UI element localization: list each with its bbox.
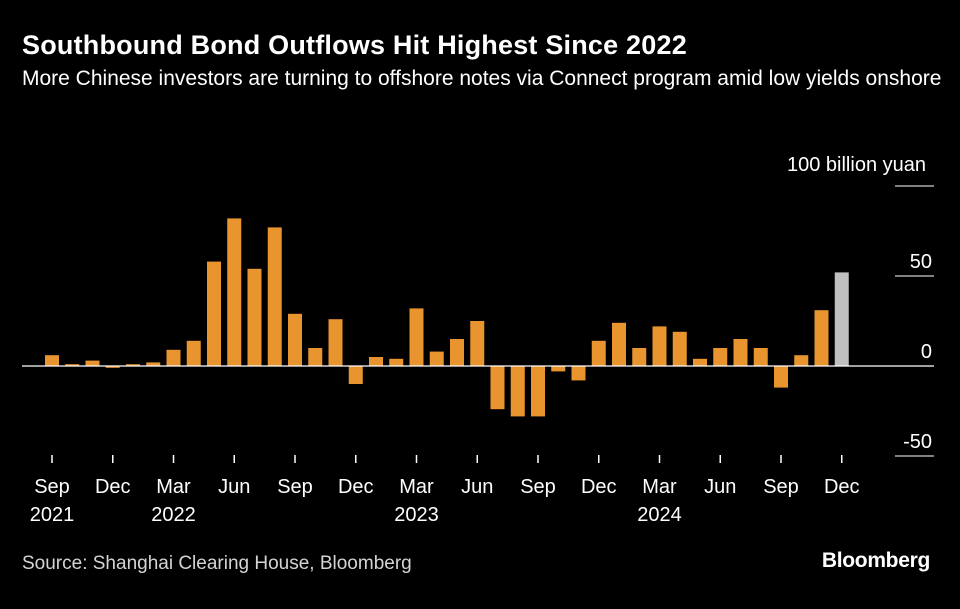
y-axis-unit-label: 100 billion yuan (787, 154, 926, 176)
bar (409, 308, 424, 366)
x-tick-label: Mar (642, 476, 677, 498)
bar (814, 310, 829, 366)
bar (753, 348, 768, 366)
x-tick-label: Dec (95, 476, 131, 498)
bar (713, 348, 728, 366)
bar (693, 358, 707, 366)
x-tick-label: Dec (581, 476, 617, 498)
chart-title: Southbound Bond Outflows Hit Highest Sin… (22, 30, 687, 60)
bar (450, 339, 464, 366)
x-tick-label: Sep (277, 476, 313, 498)
bar (126, 364, 140, 366)
bar-layer (45, 218, 849, 417)
x-tick-label: Dec (338, 476, 374, 498)
bar (186, 340, 201, 366)
bar (551, 366, 566, 372)
bar (65, 364, 80, 366)
bar (105, 366, 120, 368)
y-tick-label: 50 (910, 251, 932, 273)
bar (774, 366, 788, 388)
bar (45, 355, 59, 366)
bar (510, 366, 525, 417)
bar (794, 355, 809, 366)
bar (247, 268, 262, 366)
bar (389, 358, 404, 366)
bar (207, 261, 221, 366)
x-year-label: 2024 (637, 504, 682, 526)
x-tick-label: Jun (704, 476, 736, 498)
bar (288, 313, 302, 366)
x-tick-label: Dec (824, 476, 860, 498)
bar (470, 321, 485, 366)
grid-layer: 100 billion yuan 50 0 -50 (787, 154, 934, 457)
chart-subtitle: More Chinese investors are turning to of… (22, 67, 942, 90)
y-tick-label: -50 (903, 431, 932, 453)
y-tick-label: 0 (921, 341, 932, 363)
bar (612, 322, 626, 366)
bar (308, 348, 323, 366)
bar (348, 366, 363, 384)
bar (227, 218, 242, 366)
bar (531, 366, 545, 417)
bar (166, 349, 181, 366)
source-note: Source: Shanghai Clearing House, Bloombe… (22, 553, 412, 574)
x-tick-label: Jun (218, 476, 250, 498)
x-tick-label: Sep (763, 476, 799, 498)
bar (591, 340, 606, 366)
bar (834, 272, 849, 366)
bar (652, 326, 667, 366)
x-year-label: 2022 (151, 504, 196, 526)
x-tick-label: Sep (520, 476, 556, 498)
bar (490, 366, 505, 410)
bloomberg-logo: Bloomberg (821, 549, 930, 572)
x-year-label: 2023 (394, 504, 439, 526)
axis-layer: Sep 2021 Dec Mar 2022 Jun Sep Dec Mar 2023 Jun Sep D… (22, 365, 934, 526)
bar (369, 357, 383, 366)
x-year-label: 2021 (30, 504, 75, 526)
bar (429, 351, 444, 366)
bar (571, 366, 586, 381)
bar (733, 339, 748, 366)
bar (672, 331, 687, 366)
bar (267, 227, 282, 366)
x-tick-label: Sep (34, 476, 70, 498)
bar (328, 319, 343, 366)
x-tick-label: Mar (399, 476, 434, 498)
x-tick-label: Mar (156, 476, 191, 498)
bar (632, 348, 647, 366)
bar (85, 360, 100, 366)
x-tick-label: Jun (461, 476, 493, 498)
bar (146, 362, 161, 366)
